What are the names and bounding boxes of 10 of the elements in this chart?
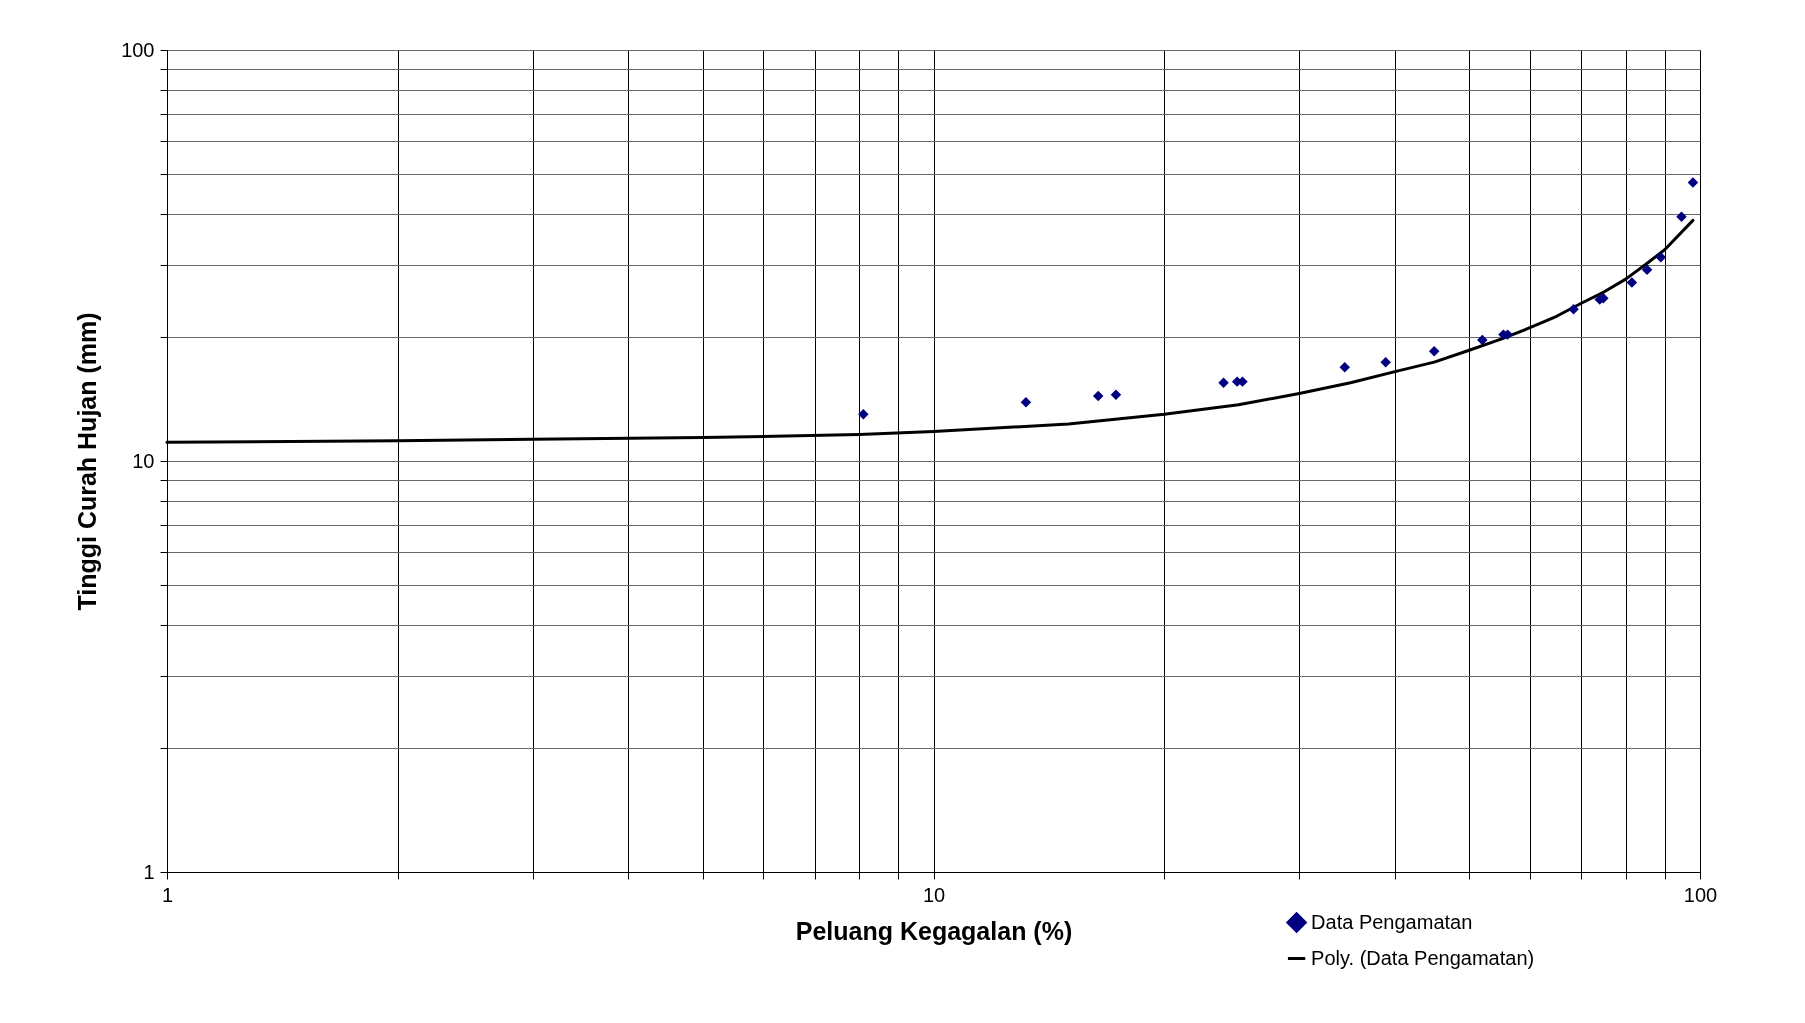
y-axis-title: Tinggi Curah Hujan (mm) — [73, 312, 102, 611]
y-tick-label: 1 — [143, 860, 155, 883]
y-tick-label: 100 — [121, 38, 155, 61]
y-tick-label: 10 — [132, 449, 155, 472]
legend-label: Data Pengamatan — [1311, 910, 1473, 933]
x-tick-label: 10 — [922, 883, 946, 906]
x-axis-title: Peluang Kegagalan (%) — [795, 916, 1073, 945]
legend-label: Poly. (Data Pengamatan) — [1311, 946, 1535, 969]
x-tick-label: 1 — [161, 883, 174, 906]
x-tick-label: 100 — [1683, 883, 1718, 906]
